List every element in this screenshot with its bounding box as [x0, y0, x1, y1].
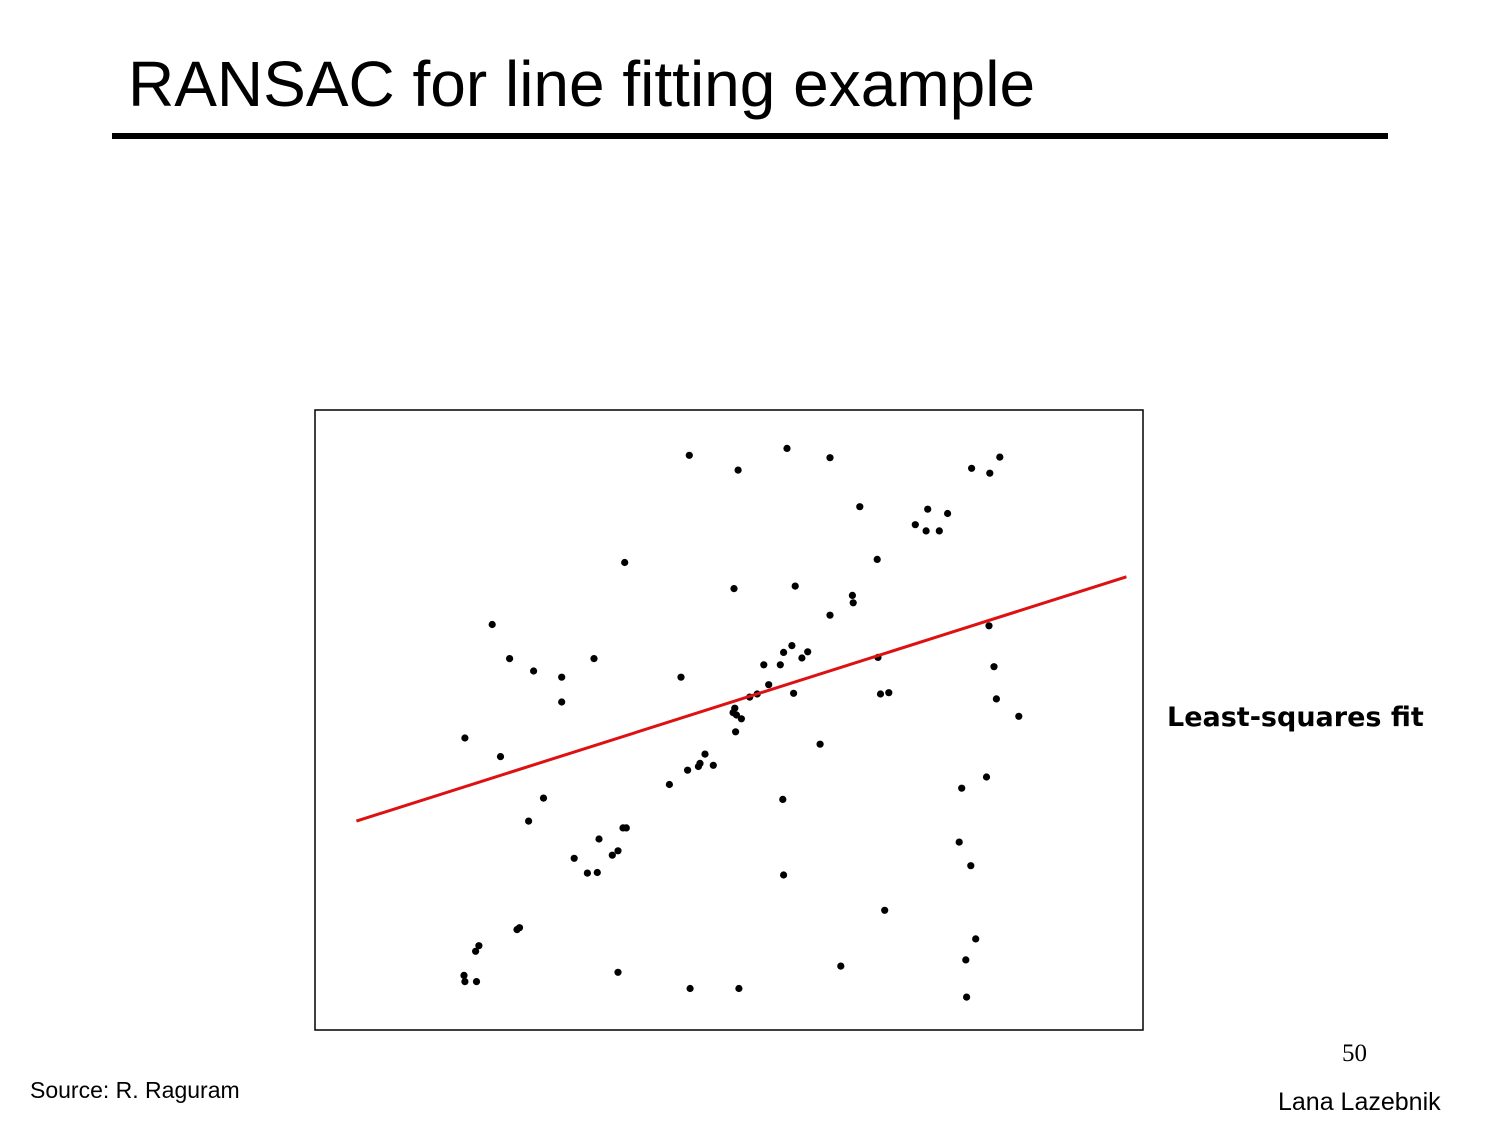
data-point-60 — [982, 773, 991, 781]
data-point-70 — [583, 869, 592, 877]
data-point-31 — [804, 648, 812, 656]
data-point-2 — [734, 466, 742, 474]
data-point-61 — [539, 794, 548, 802]
data-point-7 — [968, 464, 976, 472]
data-point-66 — [595, 835, 603, 843]
data-point-16 — [621, 558, 629, 567]
data-point-67 — [608, 851, 616, 859]
data-point-29 — [788, 642, 796, 650]
data-point-30 — [780, 648, 788, 657]
data-point-23 — [506, 655, 514, 663]
data-point-81 — [461, 978, 469, 986]
data-point-71 — [593, 868, 601, 877]
data-point-51 — [461, 734, 469, 742]
data-point-68 — [614, 847, 622, 855]
data-point-19 — [848, 591, 857, 600]
title-underline — [112, 133, 1388, 139]
data-point-4 — [826, 454, 834, 462]
data-point-50 — [1015, 712, 1023, 720]
data-point-24 — [530, 667, 538, 675]
data-point-33 — [760, 661, 768, 669]
data-point-56 — [709, 761, 717, 769]
data-point-9 — [996, 453, 1004, 461]
data-point-1 — [685, 451, 693, 459]
data-point-44 — [876, 690, 885, 698]
data-point-88 — [686, 984, 694, 993]
data-points — [460, 444, 1023, 1001]
slide-title: RANSAC for line fitting example — [128, 48, 1036, 120]
data-point-11 — [924, 505, 932, 513]
data-point-43 — [790, 689, 798, 697]
data-point-74 — [967, 862, 975, 870]
data-point-58 — [665, 780, 674, 789]
data-point-75 — [881, 906, 889, 914]
data-point-52 — [496, 753, 505, 761]
data-point-42 — [732, 728, 740, 736]
data-point-73 — [955, 838, 963, 846]
data-point-13 — [922, 527, 930, 535]
page-number: 50 — [1342, 1040, 1367, 1067]
data-point-18 — [791, 582, 799, 590]
data-point-12 — [944, 509, 952, 518]
data-point-27 — [590, 655, 598, 663]
data-point-63 — [525, 817, 533, 825]
data-point-59 — [958, 784, 966, 792]
data-point-5 — [816, 740, 824, 748]
fit-annotation: Least-squares fit — [1167, 702, 1424, 733]
data-point-28 — [677, 673, 685, 681]
data-point-57 — [684, 766, 692, 774]
data-point-14 — [935, 527, 943, 535]
data-point-48 — [990, 663, 998, 671]
data-point-85 — [962, 956, 970, 964]
data-point-80 — [460, 971, 468, 980]
data-point-69 — [570, 854, 578, 862]
data-point-53 — [701, 750, 709, 758]
data-point-40 — [737, 715, 746, 723]
data-point-45 — [885, 689, 893, 697]
data-point-83 — [614, 968, 622, 976]
data-point-21 — [826, 611, 834, 619]
data-point-47 — [985, 622, 993, 630]
data-point-17 — [730, 585, 738, 593]
data-point-3 — [783, 444, 791, 452]
data-point-10 — [911, 521, 919, 529]
data-point-6 — [856, 503, 864, 511]
data-point-26 — [558, 698, 566, 706]
data-point-89 — [735, 984, 743, 993]
data-point-25 — [558, 673, 566, 681]
data-point-65 — [619, 824, 627, 832]
source-credit: Source: R. Raguram — [30, 1077, 240, 1103]
data-point-87 — [963, 993, 971, 1001]
data-point-82 — [472, 978, 481, 986]
data-point-86 — [972, 935, 980, 943]
data-point-79 — [475, 942, 483, 950]
data-point-35 — [765, 681, 773, 689]
data-point-78 — [472, 947, 480, 955]
data-point-22 — [488, 620, 496, 629]
data-point-34 — [776, 661, 784, 669]
data-point-49 — [992, 695, 1001, 703]
data-point-55 — [696, 759, 704, 768]
plot-frame — [314, 409, 1144, 1031]
data-point-32 — [798, 654, 806, 662]
data-point-8 — [986, 469, 994, 477]
data-point-77 — [513, 926, 521, 934]
data-point-84 — [837, 962, 845, 970]
author-credit: Lana Lazebnik — [1278, 1088, 1441, 1116]
data-point-41 — [729, 709, 737, 717]
data-point-15 — [873, 555, 881, 564]
data-point-20 — [849, 599, 857, 607]
data-point-62 — [779, 795, 787, 804]
data-point-72 — [780, 871, 788, 879]
least-squares-fit-line — [355, 575, 1127, 823]
